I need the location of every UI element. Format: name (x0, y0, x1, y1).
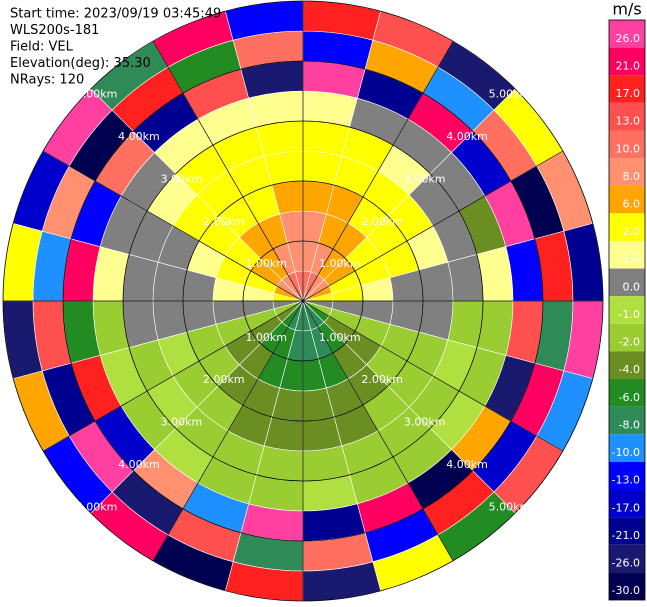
range-ring-label: 5.00km (489, 88, 531, 101)
colorbar-tick-label: -8.0 (619, 418, 640, 431)
annotation: Field: VEL (10, 40, 74, 55)
range-ring-label: 1.00km (319, 331, 361, 344)
range-ring-label: 2.00km (361, 215, 403, 228)
colorbar-tick-label: -17.0 (612, 501, 640, 514)
colorbar-tick-label: 2.0 (623, 225, 641, 238)
range-ring-label: 1.00km (245, 331, 287, 344)
range-ring (122, 120, 484, 482)
colorbar-tick-label: 6.0 (623, 197, 641, 210)
colorbar-block (609, 130, 645, 159)
radial-line (43, 150, 304, 302)
radial-line (152, 300, 304, 561)
colorbar-tick-label: 26.0 (616, 32, 641, 45)
range-ring-label: 5.00km (76, 500, 118, 513)
range-ring-label: 3.00km (404, 416, 446, 429)
radial-line (152, 41, 304, 302)
annotation: Start time: 2023/09/19 03:45:49 (10, 7, 221, 22)
range-ring (62, 60, 544, 542)
colorbar-tick-label: 21.0 (616, 59, 641, 72)
range-ring-label: 2.00km (361, 373, 403, 386)
colorbar-tick-label: 1.0 (623, 253, 641, 266)
colorbar-tick-label: 13.0 (616, 115, 641, 128)
range-ring-label: 1.00km (319, 257, 361, 270)
range-ring (182, 180, 424, 422)
velocity-cell (447, 300, 484, 348)
radial-line (43, 300, 304, 452)
range-ring-label: 4.00km (118, 458, 160, 471)
range-ring-label: 3.00km (161, 172, 203, 185)
velocity-cell (447, 254, 484, 302)
colorbar-tick-label: 0.0 (623, 280, 641, 293)
colorbar-tick-label: -21.0 (612, 529, 640, 542)
colorbar-block (609, 296, 645, 324)
colorbar-tick-label: -26.0 (612, 557, 640, 570)
overlay: 1.00km 1.00km 1.00km 1.00km 2.00km 2.00km 2.00… (2, 0, 604, 602)
colorbar-block (609, 47, 645, 76)
colorbar-block (609, 572, 645, 600)
range-ring-label: 4.00km (446, 130, 488, 143)
velocity-cell (256, 120, 304, 157)
colorbar-frame (608, 19, 646, 601)
range-ring-label: 2.00km (203, 373, 245, 386)
range-ring-label: 2.00km (203, 215, 245, 228)
colorbar-tick-label: -13.0 (612, 474, 640, 487)
range-ring-label: 5.00km (76, 88, 118, 101)
colorbar: 26.0 21.0 17.0 13.0 10.0 8.0 6.0 2.0 1.0 0.0 -1.0 -… (608, 19, 646, 601)
velocity-cell (302, 120, 350, 157)
colorbar-block (609, 185, 645, 214)
colorbar-tick-label: -6.0 (619, 391, 640, 404)
colorbar-block (609, 323, 645, 352)
range-ring-label: 4.00km (118, 130, 160, 143)
colorbar-block (609, 268, 645, 297)
radial-line (302, 300, 454, 561)
velocity-cell (302, 445, 350, 482)
colorbar-tick-label: -10.0 (612, 446, 640, 459)
colorbar-block (609, 213, 645, 241)
range-ring-label: 4.00km (446, 458, 488, 471)
colorbar-tick-label: 10.0 (616, 142, 641, 155)
range-ring (242, 240, 364, 362)
colorbar-unit: m/s (612, 0, 641, 19)
colorbar-block (609, 158, 645, 186)
colorbar-tick-label: -1.0 (619, 308, 640, 321)
colorbar-tick-label: 17.0 (616, 87, 641, 100)
range-ring-label: 1.00km (245, 257, 287, 270)
colorbar-block (609, 351, 645, 380)
colorbar-tick-label: -2.0 (619, 336, 640, 349)
colorbar-block (609, 406, 645, 435)
colorbar-block (609, 75, 645, 103)
colorbar-block (609, 240, 645, 269)
ppi-cells (2, 0, 604, 602)
radial-line (302, 150, 563, 302)
colorbar-block (609, 20, 645, 48)
radial-line (302, 41, 454, 302)
annotation: NRays: 120 (10, 73, 84, 88)
colorbar-block (609, 102, 645, 131)
range-ring-label: 3.00km (161, 416, 203, 429)
colorbar-tick-label: 8.0 (623, 170, 641, 183)
velocity-cell (122, 300, 159, 348)
velocity-cell (122, 254, 159, 302)
colorbar-block (609, 434, 645, 462)
colorbar-tick-label: -30.0 (612, 584, 640, 597)
radial-line (302, 300, 563, 452)
colorbar-block (609, 461, 645, 490)
colorbar-block (609, 379, 645, 407)
range-ring-label: 3.00km (404, 172, 446, 185)
range-ring (2, 0, 604, 602)
colorbar-tick-label: -4.0 (619, 363, 640, 376)
annotation: WLS200s-181 (10, 23, 99, 38)
annotation: Elevation(deg): 35.30 (10, 56, 151, 71)
colorbar-block (609, 489, 645, 518)
velocity-cell (256, 445, 304, 482)
colorbar-block (609, 517, 645, 545)
colorbar-block (609, 544, 645, 573)
range-ring-label: 5.00km (489, 500, 531, 513)
